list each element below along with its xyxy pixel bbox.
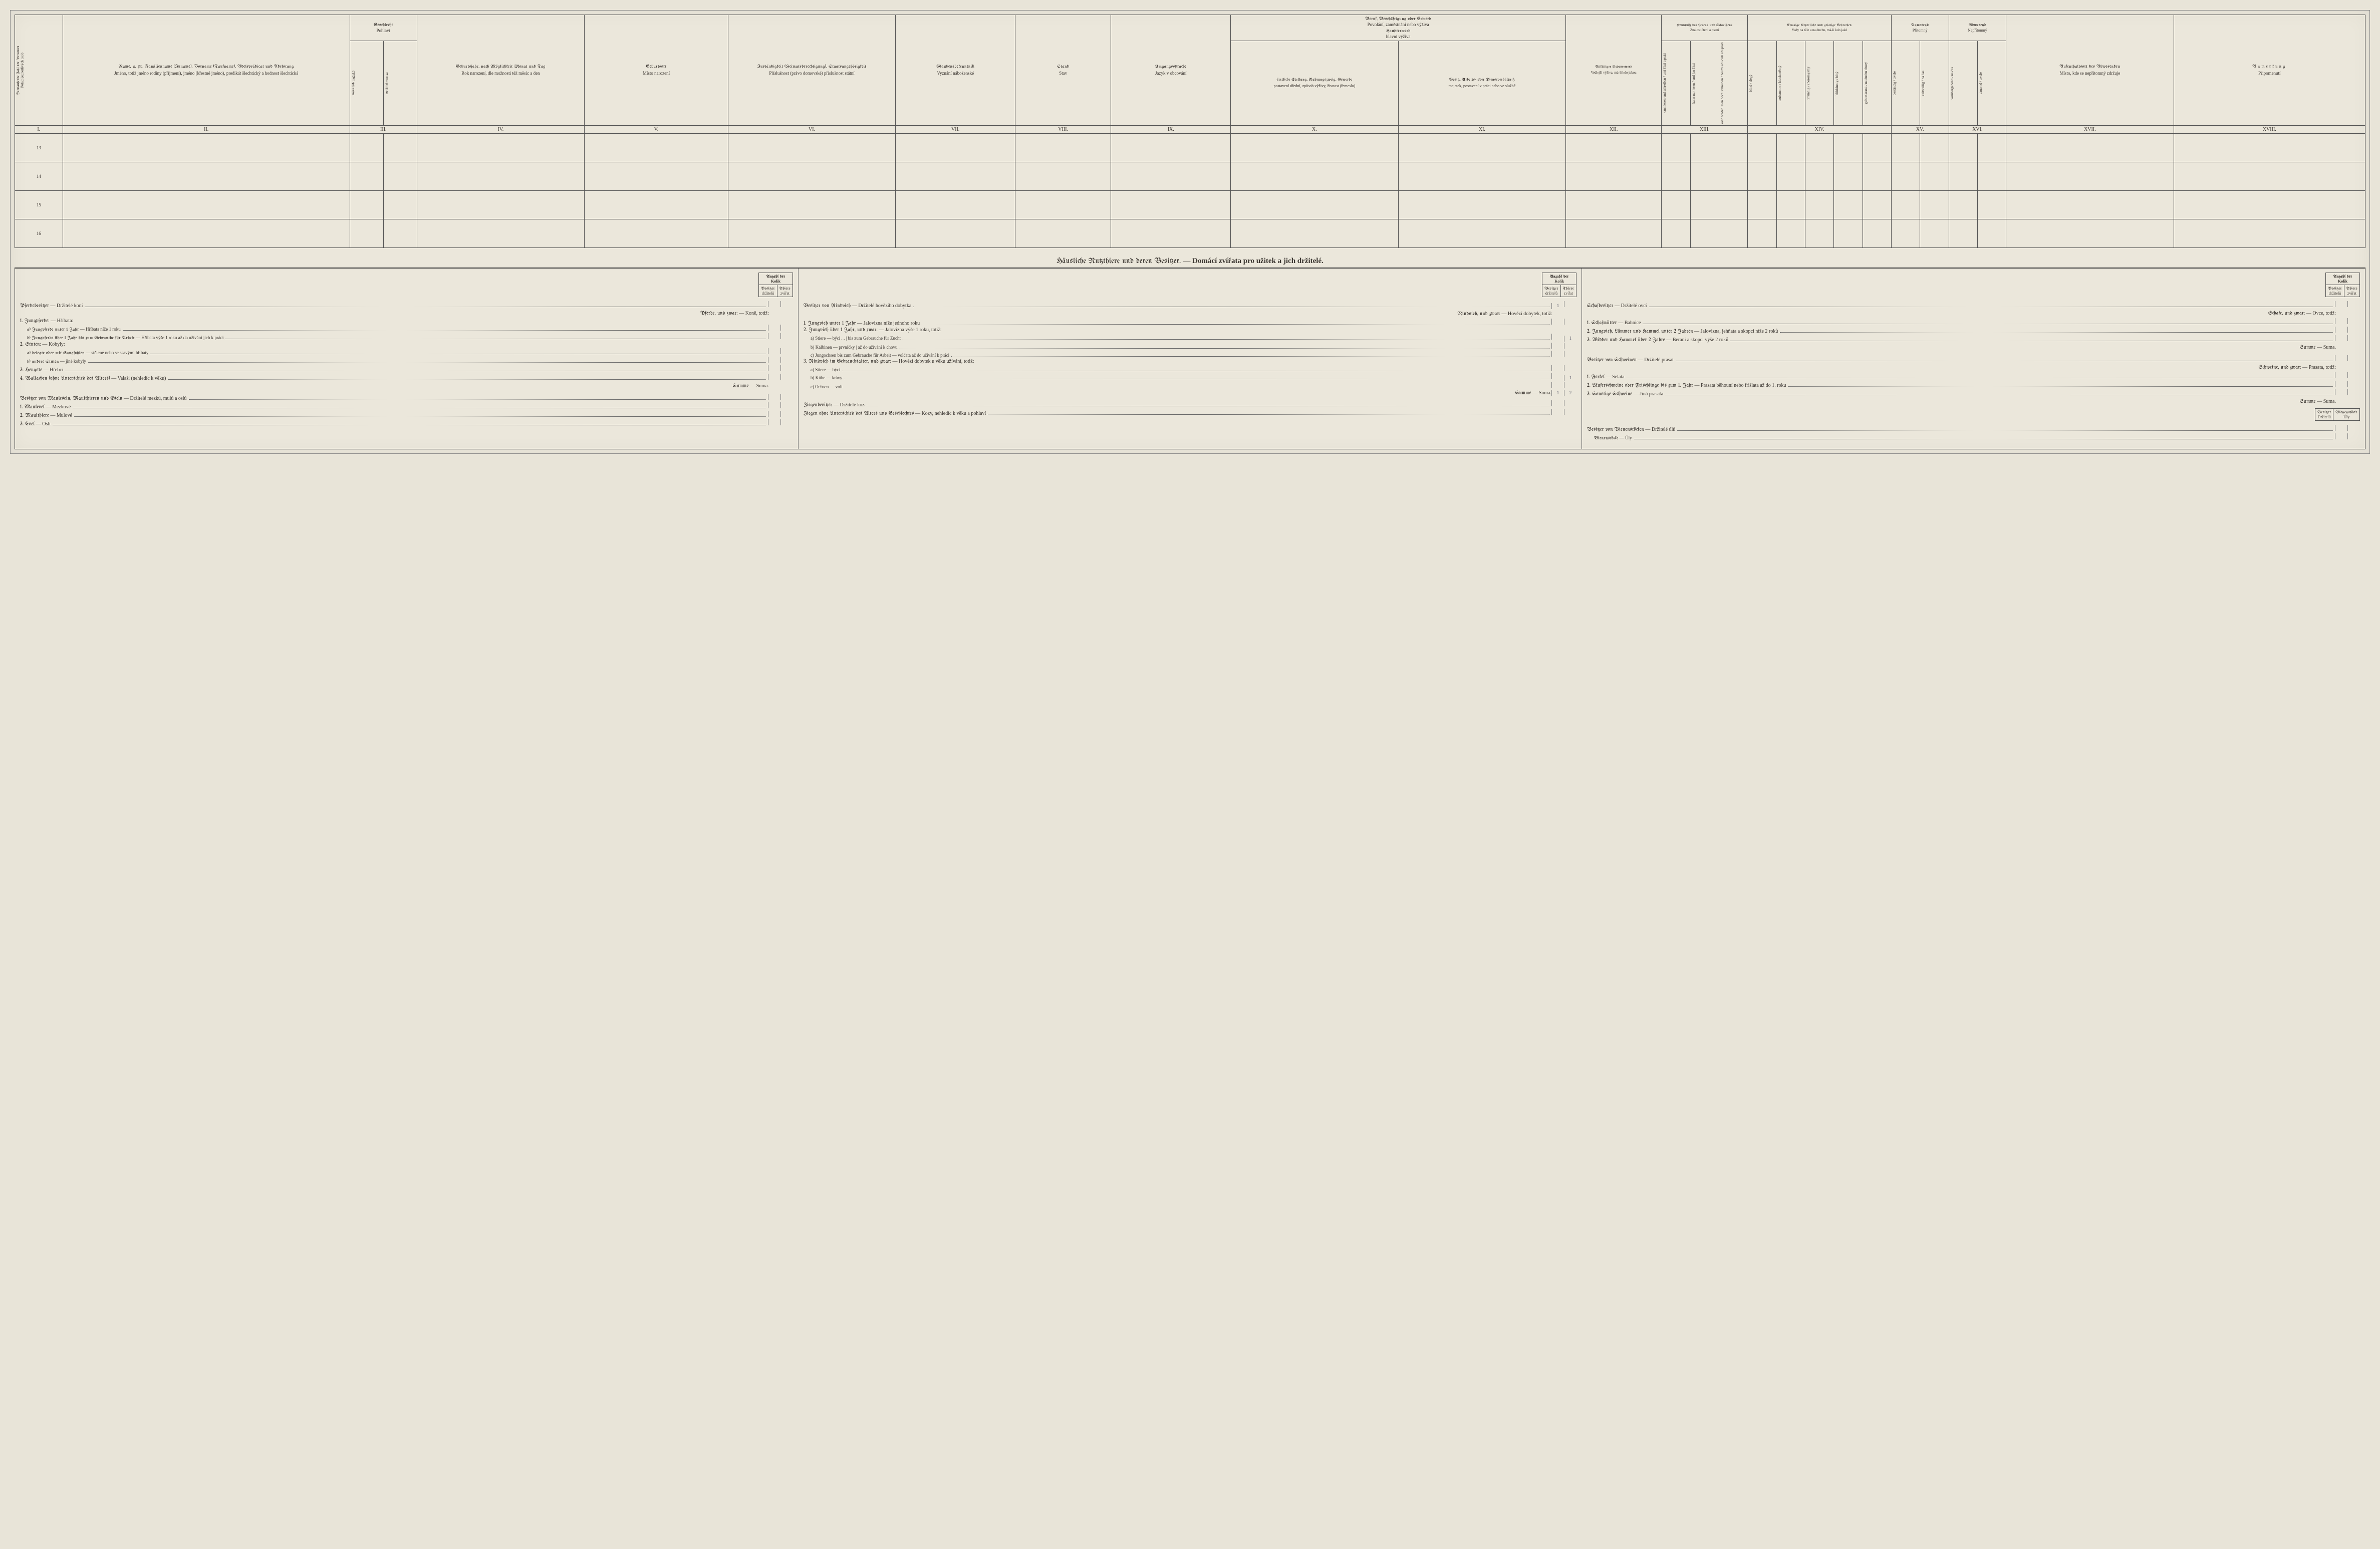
col15-s0: beständig / trvale [1893, 71, 1897, 95]
table-row: 13 [15, 134, 2365, 162]
col1-de: Fortlaufende Zahl der Personen [17, 46, 20, 95]
roman-12: XII. [1566, 126, 1662, 134]
count-box-sheep: Anzahl derKolik BesitzerdržitelůThierezv… [2325, 273, 2360, 297]
col16-cz: Ne­přítomný [1968, 28, 1987, 33]
col10-11-de2: Haupterwerb [1386, 29, 1411, 34]
col6-de: Zuständigkeit (Heimats­berechtigung), St… [757, 64, 867, 70]
col3-cz: Pohlaví [377, 28, 391, 33]
col2-cz: Jméno, totiž jméno rodiny (příjmení), jm… [114, 71, 298, 76]
row-num: 15 [15, 191, 63, 219]
col14-s3: blödsinnig / blbý [1835, 72, 1839, 95]
col3-sub2-cz: ženské [385, 72, 389, 82]
table-row: 15 [15, 191, 2365, 219]
col3-de: Geschlecht [374, 23, 393, 28]
row-num: 14 [15, 162, 63, 191]
col14-s1: taubstumm / hluchoněmý [1778, 66, 1782, 101]
col3-sub1-cz: mužské [352, 71, 356, 81]
col4-de: Geburtsjahr, nach Möglichkeit Monat und … [456, 64, 546, 70]
col16-s0: vorübergehend / na čas [1951, 67, 1955, 100]
col18-cz: Připomenutí [2258, 71, 2281, 76]
roman-17: XVII. [2006, 126, 2174, 134]
col13-cz: Znalost čtení a psaní [1690, 28, 1719, 32]
col17-de: Aufenthaltsort des Abwesenden [2059, 64, 2120, 70]
row-num: 16 [15, 219, 63, 248]
roman-6: VI. [728, 126, 895, 134]
count-box-horses: Anzahl derKolik BesitzerdržitelůThierezv… [758, 273, 793, 297]
roman-14: XIV. [1748, 126, 1892, 134]
livestock-col-sheep: Anzahl derKolik BesitzerdržitelůThierezv… [1582, 269, 2365, 449]
count-box-bees: BesitzerDržitelůBienen­stöckeÚly [2315, 408, 2360, 421]
roman-10: X. [1231, 126, 1398, 134]
col10-cz: postavení úřední, způsob výživy, živnost… [1274, 84, 1356, 89]
col13-s2: kann weder lesen noch schreiben / neumí … [1721, 42, 1725, 124]
census-header-table: Fortlaufende Zahl der PersonenPořadí jed… [15, 15, 2365, 248]
col4-cz: Rok narození, dle možnosti též měsíc a d… [461, 71, 540, 76]
col13-s0: kann lesen und schreiben / umí čísti a p… [1663, 53, 1667, 113]
col14-cz: Vady na těle a na duchu, má-li kdo jaké [1792, 28, 1847, 32]
livestock-title-de: Häusliche Nutzthiere und deren Besitzer. [1056, 257, 1181, 265]
col13-de: Kenntniß des Lesens und Schreibens [1677, 24, 1732, 27]
roman-1: I. [15, 126, 63, 134]
livestock-title-cz: Domácí zvířata pro užitek a jich držitel… [1192, 257, 1324, 265]
col16-s1: dauernd / trvale [1979, 72, 1983, 94]
col8-cz: Stav [1059, 71, 1067, 76]
col8-de: Stand [1057, 64, 1069, 70]
census-form-page: Fortlaufende Zahl der PersonenPořadí jed… [10, 10, 2370, 454]
livestock-col-horses: Anzahl derKolik BesitzerdržitelůThierezv… [15, 269, 799, 449]
col15-de: Anwesend [1911, 24, 1929, 28]
col11-cz: majetek, postavení v práci nebo ve služb… [1449, 84, 1516, 89]
roman-11: XI. [1398, 126, 1565, 134]
livestock-title-sep: — [1183, 257, 1192, 265]
roman-9: IX. [1111, 126, 1231, 134]
roman-2: II. [63, 126, 350, 134]
table-row: 16 [15, 219, 2365, 248]
count-box-cattle: Anzahl derKolik BesitzerdržitelůThierezv… [1542, 273, 1576, 297]
row-num: 13 [15, 134, 63, 162]
col7-de: Glaubens­bekenntniß [936, 64, 974, 70]
col9-de: Umgangs­sprache [1155, 64, 1187, 70]
col2-de: Name, u. zw. Familienname (Zuname), Vorn… [119, 64, 294, 70]
col10-11-cz: Povolání, zaměstnání nebo výživa [1368, 22, 1429, 27]
col15-s1: zeitweilig / na čas [1922, 71, 1926, 96]
col9-cz: Jazyk v obcování [1155, 71, 1186, 76]
col10-11-cz2: hlavní výživa [1386, 34, 1411, 39]
roman-3: III. [350, 126, 417, 134]
col12-de: Allfälliger Nebenerwerb [1595, 65, 1632, 70]
col10-de: ämtliche Stellung, Nahrungszweig, Gewerb… [1277, 78, 1353, 83]
roman-numeral-row: I. II. III. IV. V. VI. VII. VIII. IX. X.… [15, 126, 2365, 134]
col12-cz: Vedlejší vý­živa, má-li kdo jakou [1591, 71, 1637, 75]
col10-11-de: Beruf, Beschäftigung oder Erwerb [1365, 17, 1431, 22]
col16-de: Abwesend [1969, 24, 1986, 28]
table-row: 14 [15, 162, 2365, 191]
col5-cz: Místo narození [643, 71, 670, 76]
roman-8: VIII. [1015, 126, 1111, 134]
col3-sub2-de: weiblich [385, 83, 389, 95]
col3-sub1-de: männlich [352, 83, 355, 96]
col11-de: Besitz, Arbeits- oder Dienstverhältniß [1449, 78, 1515, 83]
col14-s0: blind / slepý [1749, 75, 1753, 92]
col14-de: Etwaige körperliche und geistige Gebrech… [1787, 24, 1852, 27]
roman-4: IV. [417, 126, 584, 134]
col15-cz: Přítomný [1913, 28, 1928, 33]
livestock-grid: Anzahl derKolik BesitzerdržitelůThierezv… [15, 269, 2365, 449]
col17-cz: Místo, kde se nepřítomný zdržuje [2060, 71, 2121, 76]
roman-7: VII. [896, 126, 1015, 134]
col13-s1: kann nur lesen / umí jen čísti [1692, 63, 1696, 104]
livestock-section-title: Häusliche Nutzthiere und deren Besitzer.… [15, 254, 2365, 269]
col5-de: Geburtsort [646, 64, 666, 70]
livestock-col-cattle: Anzahl derKolik BesitzerdržitelůThierezv… [799, 269, 1582, 449]
roman-15: XV. [1891, 126, 1949, 134]
roman-16: XVI. [1949, 126, 2006, 134]
col18-de: Anmerkung [2252, 64, 2286, 70]
col7-cz: Vyznání náboženské [937, 71, 974, 76]
col14-s4: geisteskrank / na duchu chorý [1865, 62, 1869, 104]
col6-cz: Příslušnost (právo domovské) příslušnost… [769, 71, 855, 76]
roman-13: XIII. [1662, 126, 1748, 134]
col14-s2: irrsinnig / choromyslný [1807, 67, 1811, 100]
roman-5: V. [585, 126, 728, 134]
col1-cz: Pořadí jednot­livých osob [21, 53, 25, 88]
roman-18: XVIII. [2174, 126, 2365, 134]
